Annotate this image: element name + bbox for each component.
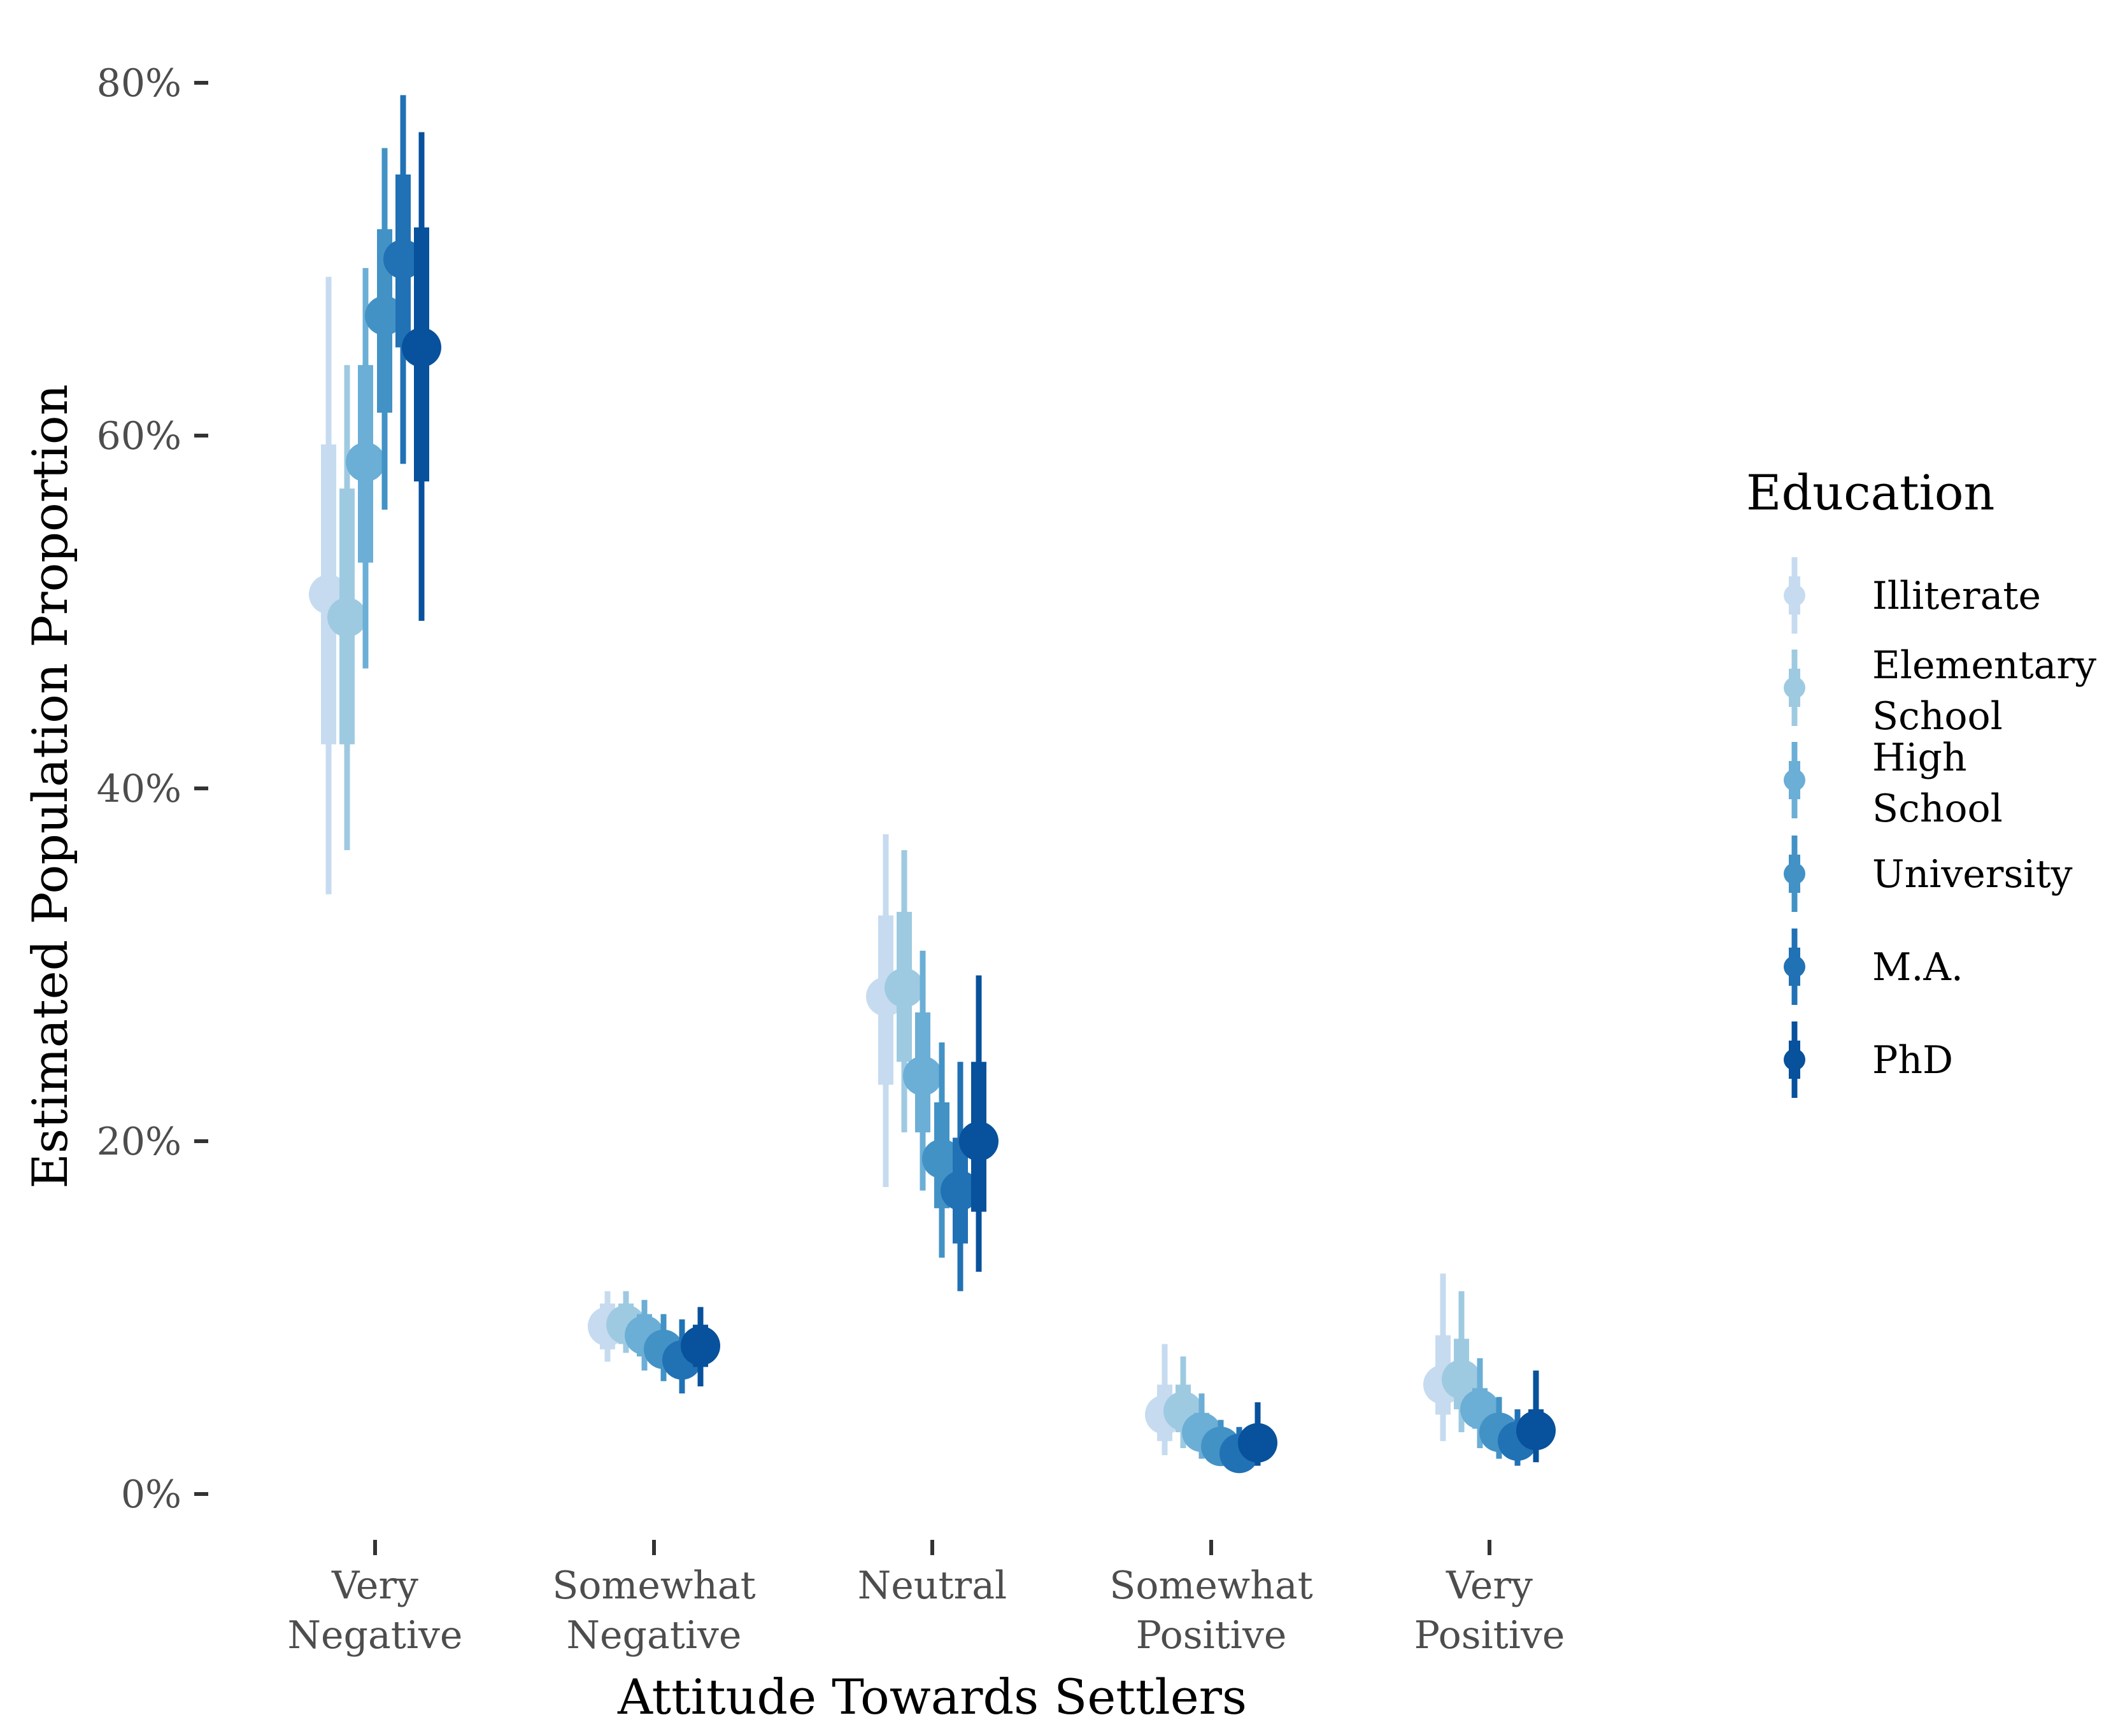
y-tick-label: 60% [97, 414, 181, 459]
x-axis-title: Attitude Towards Settlers [617, 1668, 1247, 1725]
series-illiterate [309, 276, 1463, 1456]
plot-area [309, 95, 1556, 1474]
legend-entry: Elementary School [1784, 643, 2096, 739]
series-elementary-school [327, 365, 1481, 1448]
legend-key-point [1784, 863, 1805, 885]
series-phd [402, 132, 1556, 1466]
data-point [346, 442, 385, 482]
legend-key-point [1784, 1049, 1805, 1071]
legend-entry: Illiterate [1784, 557, 2041, 634]
legend-label: High School [1872, 736, 2003, 831]
series-university [365, 148, 1519, 1467]
data-point [941, 1170, 980, 1211]
x-axis: Very Negative Somewhat Negative Neutral Somew… [288, 1540, 1565, 1658]
legend-label: PhD [1872, 1038, 1953, 1083]
y-tick-label: 40% [97, 767, 181, 811]
legend-entry: M.A. [1784, 928, 1963, 1005]
legend-label: Elementary School [1872, 643, 2096, 739]
y-tick-label: 80% [97, 61, 181, 106]
legend: Education Illiterate Elementary SchoolHigh… [1746, 464, 2096, 1098]
x-tick-label: Very Negative [288, 1563, 463, 1658]
x-tick-label: Very Positive [1414, 1563, 1565, 1658]
series-m-a- [383, 95, 1537, 1474]
y-axis: 0% 20% 40% 60% 80% [97, 61, 208, 1517]
legend-entry: University [1784, 836, 2073, 912]
data-point [402, 327, 441, 367]
legend-title: Education [1746, 464, 1995, 521]
data-point [885, 968, 924, 1008]
data-point [365, 295, 404, 336]
x-tick-label: Somewhat Negative [552, 1563, 756, 1658]
data-point [1238, 1423, 1277, 1463]
data-point [681, 1326, 720, 1366]
data-point [383, 239, 423, 279]
data-point [1516, 1411, 1556, 1451]
legend-key-point [1784, 677, 1805, 699]
y-tick-label: 0% [121, 1472, 181, 1517]
series-high-school [346, 267, 1500, 1459]
legend-label: University [1872, 852, 2073, 897]
legend-label: M.A. [1872, 945, 1963, 990]
legend-label: Illiterate [1872, 574, 2041, 618]
data-point [903, 1056, 942, 1096]
x-tick-label: Somewhat Positive [1109, 1563, 1313, 1658]
data-point [922, 1139, 962, 1179]
legend-entry: High School [1784, 736, 2003, 831]
legend-key-point [1784, 585, 1805, 606]
y-axis-title: Estimated Population Proportion [22, 384, 78, 1188]
data-point [327, 597, 367, 637]
legend-key-point [1784, 956, 1805, 978]
data-point [1442, 1359, 1481, 1399]
x-tick-label: Neutral [858, 1563, 1007, 1608]
data-point [959, 1121, 999, 1161]
y-tick-label: 20% [97, 1120, 181, 1164]
legend-entry: PhD [1784, 1021, 1953, 1098]
legend-key-point [1784, 769, 1805, 791]
